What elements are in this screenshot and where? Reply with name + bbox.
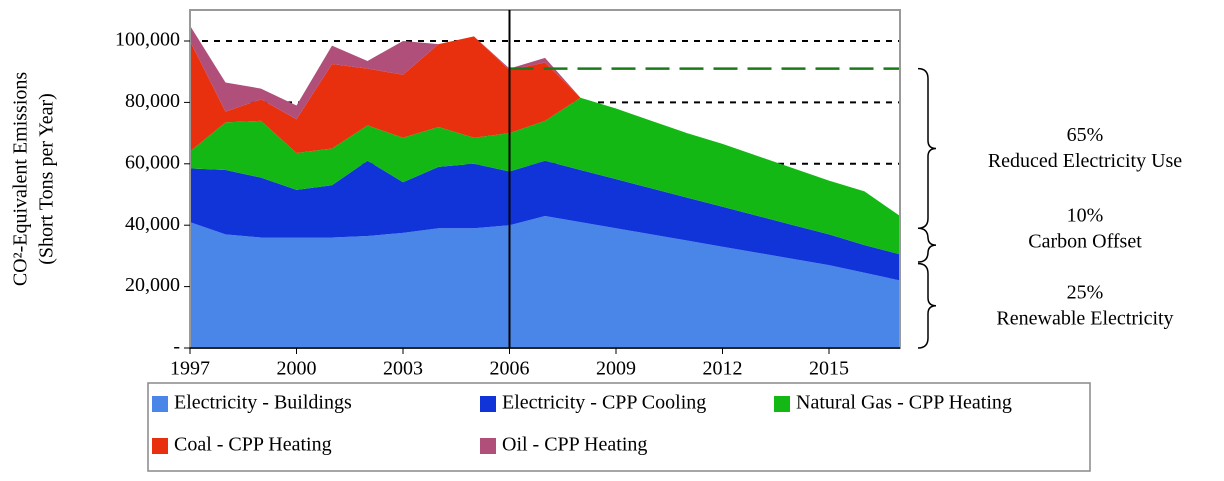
x-tick-label: 2012 <box>703 358 743 380</box>
area <box>190 36 900 216</box>
x-tick-label: 2000 <box>277 358 317 380</box>
legend-swatch <box>152 396 168 412</box>
x-tick-label: 2009 <box>596 358 636 380</box>
y-axis-label: CO²-Equivalent Emissions <box>10 72 32 287</box>
y-tick-label: 40,000 <box>125 213 180 235</box>
legend-label: Electricity - Buildings <box>174 392 352 414</box>
y-tick-label: 60,000 <box>125 151 180 173</box>
x-tick-label: 1997 <box>170 358 210 380</box>
annotation-text: 65% <box>1067 124 1104 146</box>
legend-box <box>147 382 1091 472</box>
legend-label: Natural Gas - CPP Heating <box>796 392 1012 414</box>
annotation-text: Renewable Electricity <box>996 307 1173 329</box>
legend-label: Coal - CPP Heating <box>174 434 332 456</box>
annotation-text: Reduced Electricity Use <box>988 150 1182 172</box>
brace <box>917 262 937 349</box>
x-tick-label: 2006 <box>490 358 530 380</box>
brace <box>917 67 937 230</box>
legend-swatch <box>152 438 168 454</box>
annotation-text: 25% <box>1067 281 1104 303</box>
x-tick-label: 2003 <box>383 358 423 380</box>
brace <box>917 227 937 263</box>
annotation-text: 10% <box>1067 205 1104 227</box>
area <box>190 215 900 348</box>
legend-label: Oil - CPP Heating <box>502 434 647 456</box>
legend-swatch <box>480 396 496 412</box>
annotation-text: Carbon Offset <box>1028 231 1142 253</box>
area <box>190 97 900 255</box>
y-axis-label: (Short Tons per Year) <box>36 93 58 265</box>
y-tick-label: 100,000 <box>115 29 180 51</box>
legend-label: Electricity - CPP Cooling <box>502 392 706 414</box>
y-tick-label: 20,000 <box>125 274 180 296</box>
legend-swatch <box>774 396 790 412</box>
area <box>190 160 900 281</box>
x-tick-label: 2015 <box>809 358 849 380</box>
legend-swatch <box>480 438 496 454</box>
y-tick-label: 80,000 <box>125 90 180 112</box>
y-tick-label: - <box>173 336 180 358</box>
